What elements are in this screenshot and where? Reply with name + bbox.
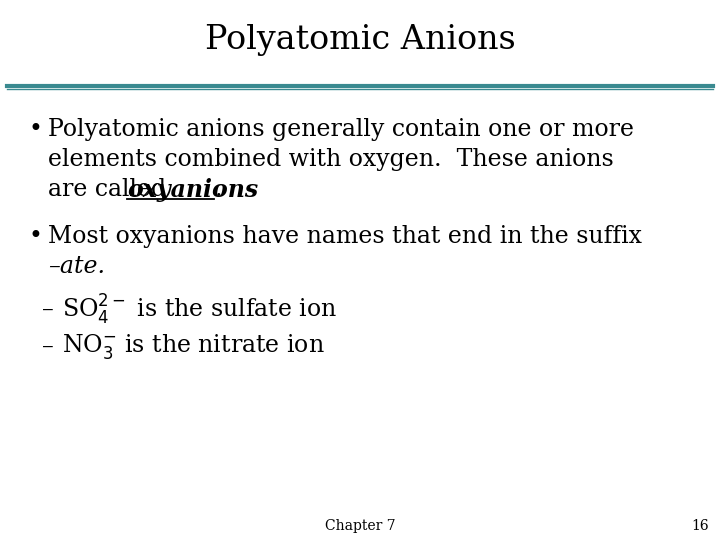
Text: Chapter 7: Chapter 7 xyxy=(325,519,395,533)
Text: oxyanions: oxyanions xyxy=(127,178,258,202)
Text: –ate.: –ate. xyxy=(48,255,105,278)
Text: –: – xyxy=(42,298,54,321)
Text: •: • xyxy=(28,118,42,141)
Text: Most oxyanions have names that end in the suffix: Most oxyanions have names that end in th… xyxy=(48,225,642,248)
Text: are called: are called xyxy=(48,178,174,201)
Text: Polyatomic Anions: Polyatomic Anions xyxy=(204,24,516,56)
Point xyxy=(122,195,131,202)
Text: Polyatomic anions generally contain one or more: Polyatomic anions generally contain one … xyxy=(48,118,634,141)
Text: NO$_3^{-}$ is the nitrate ion: NO$_3^{-}$ is the nitrate ion xyxy=(62,332,325,361)
Text: 16: 16 xyxy=(691,519,708,533)
Text: •: • xyxy=(28,225,42,248)
Text: elements combined with oxygen.  These anions: elements combined with oxygen. These ani… xyxy=(48,148,613,171)
Point xyxy=(210,195,218,202)
Text: SO$_4^{2-}$ is the sulfate ion: SO$_4^{2-}$ is the sulfate ion xyxy=(62,293,338,327)
Text: .: . xyxy=(215,178,222,201)
Text: –: – xyxy=(42,335,54,359)
